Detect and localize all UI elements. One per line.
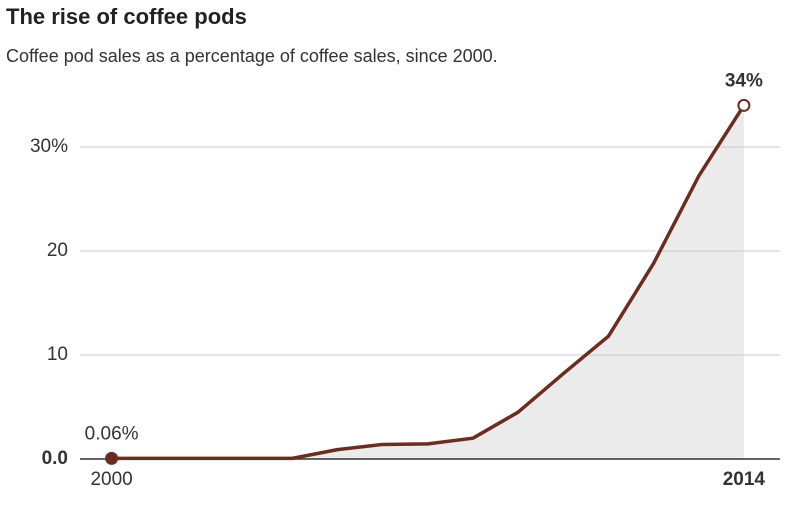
y-tick-label: 0.0 [42, 448, 68, 469]
chart-title: The rise of coffee pods [6, 4, 247, 29]
y-tick-label: 30% [30, 136, 68, 157]
y-tick-label: 10 [47, 344, 68, 365]
x-tick-label: 2014 [723, 469, 766, 490]
point-marker [105, 451, 119, 465]
y-tick-label: 20 [47, 240, 68, 261]
data-label: 34% [725, 70, 763, 91]
chart-subtitle: Coffee pod sales as a percentage of coff… [6, 46, 498, 66]
line [111, 104, 746, 461]
area [111, 105, 744, 460]
point-marker [737, 98, 751, 112]
data-label: 0.06% [85, 423, 139, 444]
x-tick-label: 2000 [90, 469, 132, 490]
